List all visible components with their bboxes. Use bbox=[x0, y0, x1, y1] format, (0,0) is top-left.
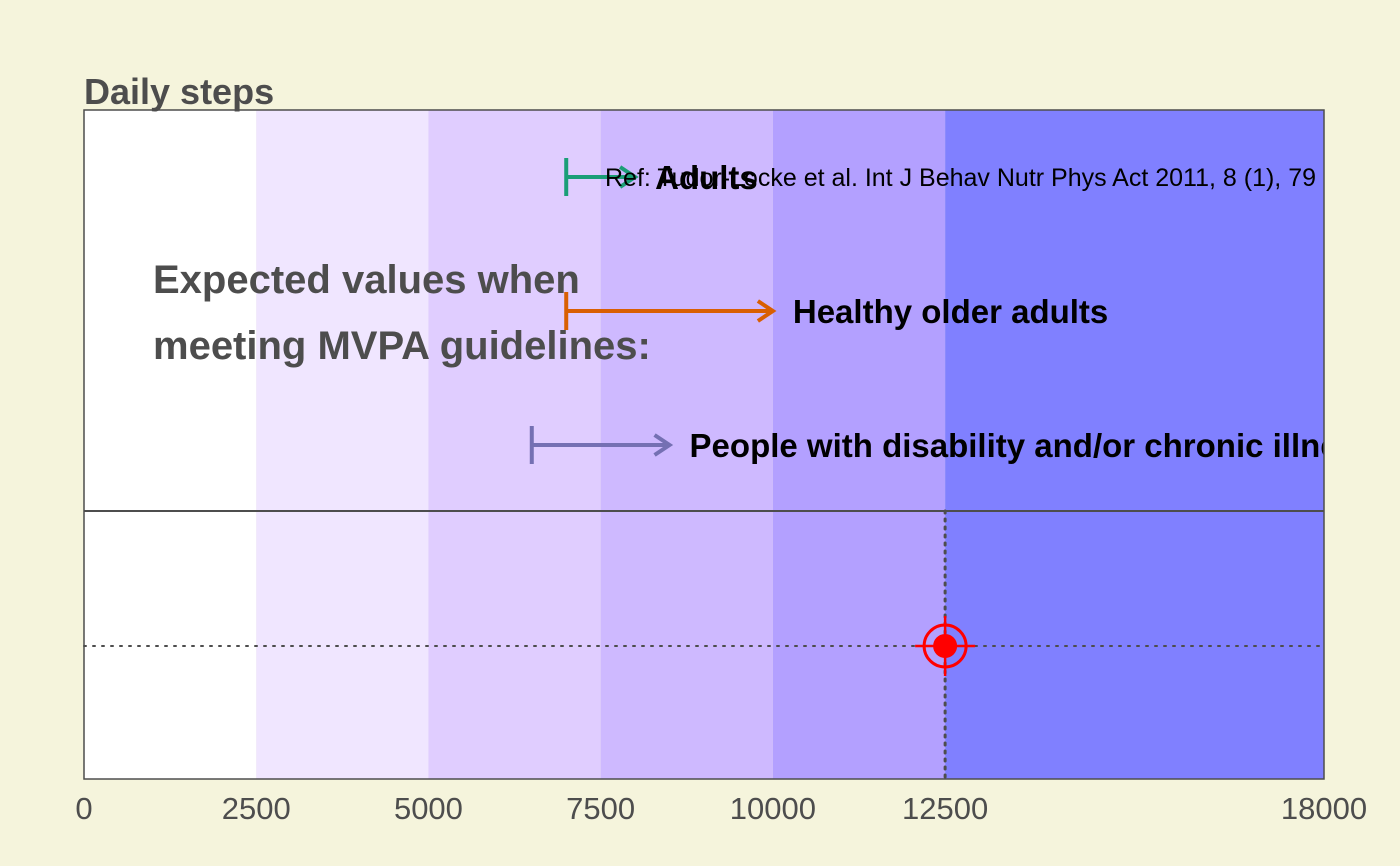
lead-text-line-0: Expected values when bbox=[153, 258, 580, 302]
guideline-adults: Adults bbox=[564, 158, 758, 196]
value-marker bbox=[915, 616, 976, 676]
guideline-arrowhead bbox=[756, 299, 777, 323]
x-tick-label: 5000 bbox=[394, 791, 463, 826]
band-group bbox=[84, 110, 1324, 779]
x-tick-label: 10000 bbox=[730, 791, 816, 826]
x-tick-label: 2500 bbox=[222, 791, 291, 826]
band-5 bbox=[945, 110, 1324, 779]
x-tick-label: 0 bbox=[75, 791, 92, 826]
guideline-label: Healthy older adults bbox=[793, 293, 1108, 330]
plot-frame bbox=[83, 109, 1325, 780]
reference-text: Ref: Tudor-Locke et al. Int J Behav Nutr… bbox=[605, 164, 1316, 192]
guideline-arrowhead bbox=[653, 433, 674, 457]
guideline-people-with-disability-and-or-chronic-illness: People with disability and/or chronic il… bbox=[529, 426, 1376, 464]
guideline-healthy-older-adults: Healthy older adults bbox=[564, 292, 1108, 330]
band-1 bbox=[256, 110, 429, 779]
lead-text: Expected values when meeting MVPA guideli… bbox=[153, 258, 651, 368]
x-tick-label: 12500 bbox=[902, 791, 988, 826]
x-axis-ticks: 0 2500 5000 7500 10000 12500 18000 bbox=[75, 791, 1367, 826]
guideline-arrowhead bbox=[619, 165, 639, 189]
band-0 bbox=[84, 110, 257, 779]
chart-title: Daily steps bbox=[84, 71, 274, 112]
x-tick-label: 18000 bbox=[1281, 791, 1367, 826]
guideline-group: Adults Healthy older adults People with di… bbox=[529, 158, 1376, 464]
x-tick-label: 7500 bbox=[566, 791, 635, 826]
guideline-label: Adults bbox=[655, 159, 758, 196]
lead-text-line-1: meeting MVPA guidelines: bbox=[153, 324, 651, 368]
marker-dot bbox=[933, 634, 958, 658]
guideline-label: People with disability and/or chronic il… bbox=[690, 427, 1376, 464]
band-4 bbox=[772, 110, 946, 779]
